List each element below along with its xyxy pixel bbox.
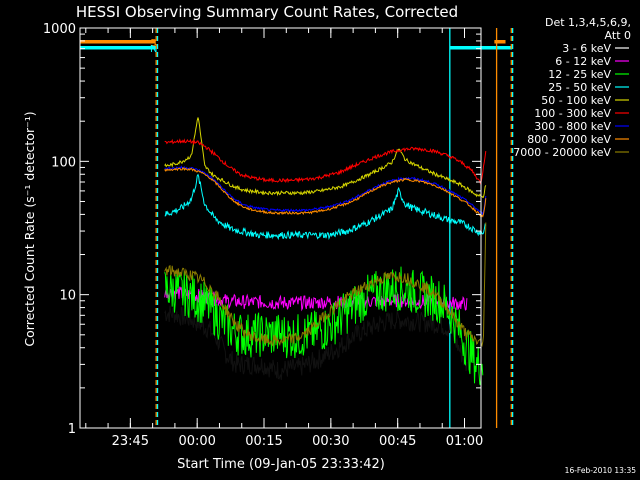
series-group — [164, 117, 487, 386]
flag-bar-N-0 — [80, 46, 156, 50]
timestamp: 16-Feb-2010 13:35 — [565, 466, 637, 475]
legend-header-line-1: Det 1,3,4,5,6,9, — [545, 16, 631, 29]
legend-label-6: 300 - 800 keV — [534, 120, 611, 133]
x-tick-label: 00:30 — [312, 434, 349, 449]
x-tick-label: 00:00 — [178, 434, 215, 449]
series-line-8 — [164, 222, 487, 348]
y-axis-label: Corrected Count Rate (s⁻¹ detector⁻¹) — [22, 111, 37, 346]
chart-title: HESSI Observing Summary Count Rates, Cor… — [76, 3, 458, 21]
legend-label-0: 3 - 6 keV — [562, 42, 611, 55]
legend-label-4: 50 - 100 keV — [541, 94, 611, 107]
legend-label-1: 6 - 12 keV — [555, 55, 611, 68]
x-tick-label: 23:45 — [112, 434, 149, 449]
vertical-markers — [155, 28, 514, 428]
flag-bar-S-1 — [494, 40, 506, 44]
legend-label-3: 25 - 50 keV — [548, 81, 611, 94]
flag-label-S: S — [150, 38, 156, 49]
series-line-7 — [164, 167, 487, 218]
y-tick-label: 100 — [51, 155, 76, 170]
y-tick-label: 1 — [68, 422, 76, 437]
legend-label-7: 800 - 7000 keV — [527, 133, 611, 146]
flag-label-N: N — [150, 44, 157, 55]
x-tick-label: 00:45 — [379, 434, 416, 449]
series-line-2 — [164, 266, 484, 386]
plot-frame — [79, 27, 482, 429]
series-line-3 — [164, 173, 487, 241]
flag-bars: SN — [80, 38, 513, 55]
series-line-6 — [164, 165, 487, 216]
y-tick-label: 1000 — [43, 22, 76, 37]
legend-label-5: 100 - 300 keV — [534, 107, 611, 120]
axes: 1 10 100 1000 23:45 00:00 00:15 00:30 00:45 01:00 — [43, 22, 483, 449]
legend-label-2: 12 - 25 keV — [548, 68, 611, 81]
series-line-5 — [164, 138, 487, 185]
x-tick-label: 00:15 — [245, 434, 282, 449]
x-tick-label: 01:00 — [446, 434, 483, 449]
x-axis-label: Start Time (09-Jan-05 23:33:42) — [177, 457, 385, 472]
series-line-4 — [164, 117, 487, 199]
legend-label-8: 7000 - 20000 keV — [513, 146, 611, 159]
y-tick-label: 10 — [59, 289, 76, 304]
legend-header-line-2: Att 0 — [605, 29, 631, 42]
flag-bar-S-0 — [80, 40, 156, 44]
series-line-0 — [164, 305, 468, 380]
